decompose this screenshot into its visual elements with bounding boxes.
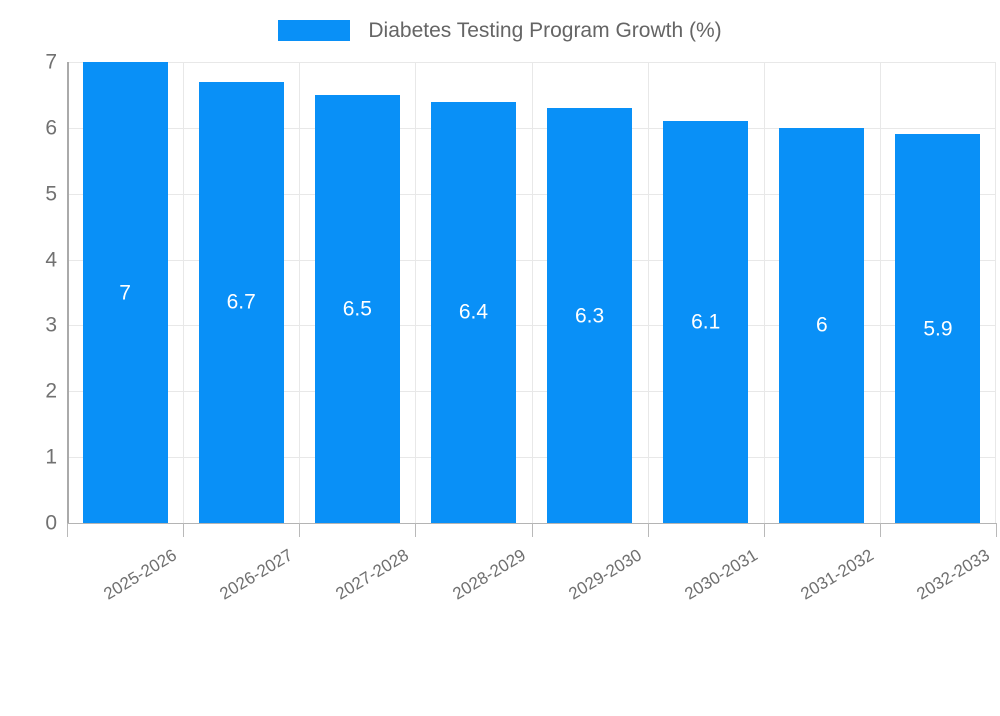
gridline-vertical <box>648 62 649 523</box>
x-axis-tick-mark <box>183 523 184 537</box>
gridline-horizontal <box>67 325 996 327</box>
gridline-vertical <box>415 62 416 523</box>
x-axis-line <box>67 523 996 524</box>
bar[interactable] <box>314 94 400 523</box>
bar[interactable] <box>198 81 284 523</box>
x-axis-tick-mark <box>764 523 765 537</box>
bar[interactable] <box>547 108 633 523</box>
gridline-horizontal <box>67 457 996 459</box>
bar-value-label: 6.7 <box>226 290 256 314</box>
gridline-vertical <box>764 62 765 523</box>
legend-color-swatch <box>278 19 351 41</box>
x-axis-tick-mark <box>880 523 881 537</box>
x-axis-tick-mark <box>415 523 416 537</box>
y-axis-line <box>67 62 69 524</box>
gridline-horizontal <box>67 127 996 129</box>
x-axis-tick-mark <box>299 523 300 537</box>
y-axis-tick-label: 4 <box>45 248 57 272</box>
bar-value-label: 6.4 <box>458 300 489 324</box>
gridline-horizontal <box>67 391 996 393</box>
bar[interactable] <box>779 127 865 523</box>
y-axis-tick-labels: 0 1 2 3 4 5 6 7 <box>0 0 57 600</box>
bar[interactable] <box>663 121 749 523</box>
x-axis-tick-mark <box>648 523 649 537</box>
x-axis-tick-mark <box>996 523 997 537</box>
plot-area: 7 6.7 6.5 6.4 6.3 6.1 6 5.9 <box>67 62 996 524</box>
x-axis-tick-mark <box>67 523 68 537</box>
bar[interactable] <box>895 134 981 523</box>
y-axis-tick-label: 1 <box>45 445 57 469</box>
y-axis-tick-label: 0 <box>45 511 57 535</box>
bar-value-label: 6 <box>815 313 828 337</box>
legend-series-label: Diabetes Testing Program Growth (%) <box>368 18 722 42</box>
y-axis-tick-label: 3 <box>45 313 57 337</box>
gridline-horizontal <box>67 259 996 261</box>
y-axis-tick-label: 2 <box>45 379 57 403</box>
bar-value-label: 6.1 <box>691 310 721 334</box>
x-axis-tick-mark <box>532 523 533 537</box>
bar-value-label: 6.5 <box>342 297 372 321</box>
chart-legend: Diabetes Testing Program Growth (%) <box>0 14 1000 46</box>
gridline-vertical <box>183 62 184 523</box>
gridline-vertical <box>995 62 996 523</box>
bar-value-label: 7 <box>119 281 131 304</box>
bar-value-label: 5.9 <box>923 317 953 341</box>
gridline-vertical <box>532 62 533 523</box>
bar-chart: Diabetes Testing Program Growth (%) 0 1 2 3… <box>0 0 1000 604</box>
y-axis-tick-label: 7 <box>45 50 57 74</box>
y-axis-tick-label: 5 <box>45 182 57 206</box>
bar-value-label: 6.3 <box>574 304 605 328</box>
gridline-horizontal <box>67 62 996 63</box>
gridline-vertical <box>299 62 300 523</box>
gridline-horizontal <box>67 193 996 195</box>
gridline-vertical <box>880 62 881 523</box>
bar[interactable] <box>430 101 516 523</box>
y-axis-tick-label: 6 <box>45 116 57 140</box>
bar[interactable] <box>82 62 168 523</box>
